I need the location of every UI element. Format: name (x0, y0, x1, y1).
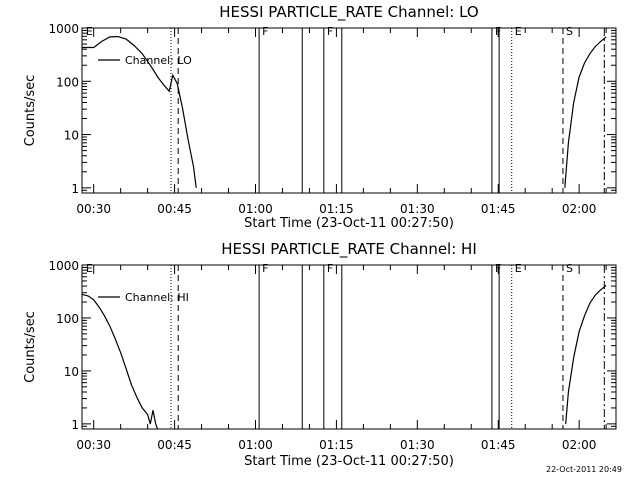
y-axis-label: Counts/sec (23, 75, 38, 147)
x-tick-label: 01:15 (319, 202, 354, 216)
x-tick-label: 01:00 (238, 438, 273, 452)
x-tick-label: 00:45 (157, 202, 192, 216)
series-line (81, 293, 159, 430)
x-axis-label: Start Time (23-Oct-11 00:27:50) (244, 216, 454, 231)
x-tick-label: 00:45 (157, 438, 192, 452)
event-marker-label: E (515, 25, 522, 38)
legend-label: Channel: HI (125, 291, 189, 304)
y-tick-label: 10 (64, 129, 79, 143)
series-line (565, 285, 607, 424)
plot-frame (81, 27, 617, 194)
x-tick-label: 01:45 (481, 438, 516, 452)
footer-timestamp: 22-Oct-2011 20:49 (546, 465, 622, 474)
y-tick-label: 1000 (48, 259, 79, 273)
x-tick-label: 00:30 (76, 202, 111, 216)
event-marker-label: E (86, 262, 93, 275)
x-tick-label: 01:30 (400, 202, 435, 216)
y-tick-label: 100 (56, 75, 79, 89)
event-marker-label: F (327, 262, 333, 275)
event-marker-label: F (495, 262, 501, 275)
series-line (82, 35, 197, 188)
y-tick-label: 1 (71, 418, 79, 432)
chart-title: HESSI PARTICLE_RATE Channel: HI (221, 240, 477, 259)
event-marker-label: S (566, 262, 573, 275)
event-marker-label: F (495, 25, 501, 38)
x-tick-label: 00:30 (76, 438, 111, 452)
y-tick-label: 1 (71, 182, 79, 196)
event-marker-label: F (262, 262, 268, 275)
chart-title: HESSI PARTICLE_RATE Channel: LO (219, 3, 478, 22)
x-axis-label: Start Time (23-Oct-11 00:27:50) (244, 454, 454, 469)
x-tick-label: 02:00 (562, 438, 597, 452)
chart-panel-1: HESSI PARTICLE_RATE Channel: LO Counts/se… (23, 3, 617, 231)
x-tick-label: 01:30 (400, 438, 435, 452)
event-marker-label: E (515, 262, 522, 275)
y-tick-label: 100 (56, 312, 79, 326)
y-tick-label: 10 (64, 365, 79, 379)
plot-frame (81, 264, 617, 430)
y-tick-label: 1000 (48, 22, 79, 36)
y-axis-label: Counts/sec (23, 311, 38, 383)
series-line (564, 36, 607, 188)
chart-panel-2: HESSI PARTICLE_RATE Channel: HI Counts/se… (23, 240, 617, 469)
x-tick-label: 01:45 (481, 202, 516, 216)
event-marker-label: F (262, 25, 268, 38)
x-tick-label: 02:00 (562, 202, 597, 216)
event-marker-label: E (86, 25, 93, 38)
event-marker-label: F (327, 25, 333, 38)
x-tick-label: 01:00 (238, 202, 273, 216)
event-marker-label: S (566, 25, 573, 38)
x-tick-label: 01:15 (319, 438, 354, 452)
legend-label: Channel: LO (125, 54, 192, 67)
